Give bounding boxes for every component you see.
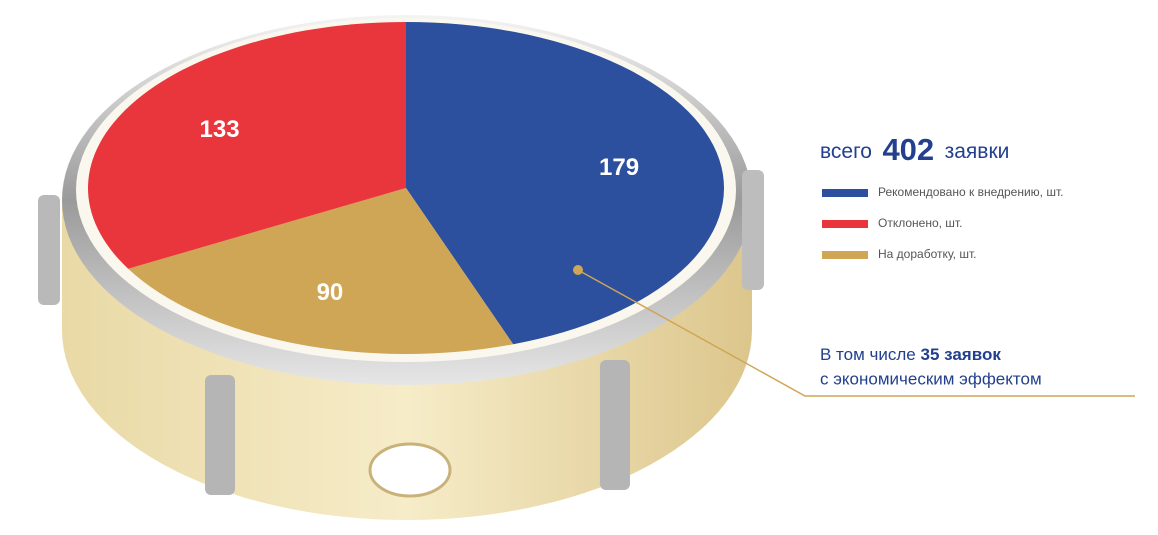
clamp	[742, 170, 764, 290]
total-suffix: заявки	[945, 140, 1010, 163]
pie-slice	[406, 22, 724, 345]
legend-swatch	[822, 220, 868, 228]
annotation-prefix: В том числе	[820, 345, 916, 364]
legend-label: Рекомендовано к внедрению, шт.	[878, 185, 1063, 199]
annotation-highlight: 35 заявок	[920, 345, 1001, 364]
clamp	[38, 195, 60, 305]
annotation-line	[577, 269, 1135, 397]
legend-label: Отклонено, шт.	[878, 216, 962, 230]
slice-label: 90	[317, 279, 344, 306]
pie-slice	[128, 188, 514, 354]
clamp	[205, 375, 235, 495]
total-value: 402	[882, 132, 934, 167]
clamp	[600, 360, 630, 490]
legend-label: На доработку, шт.	[878, 247, 976, 261]
pie-slice	[87, 22, 406, 269]
total-title: всего 402 заявки	[820, 132, 1009, 167]
pie: 179 90 133	[87, 22, 724, 354]
legend: Рекомендовано к внедрению, шт. Отклонено,…	[822, 185, 1063, 261]
drum-hole	[368, 442, 452, 498]
slice-label: 133	[200, 116, 240, 143]
total-prefix: всего	[820, 140, 872, 163]
legend-swatch	[822, 189, 868, 197]
annotation: В том числе 35 заявок	[820, 345, 1001, 364]
slice-label: 179	[599, 154, 639, 181]
legend-swatch	[822, 251, 868, 259]
annotation-line2: с экономическим эффектом	[820, 369, 1042, 388]
